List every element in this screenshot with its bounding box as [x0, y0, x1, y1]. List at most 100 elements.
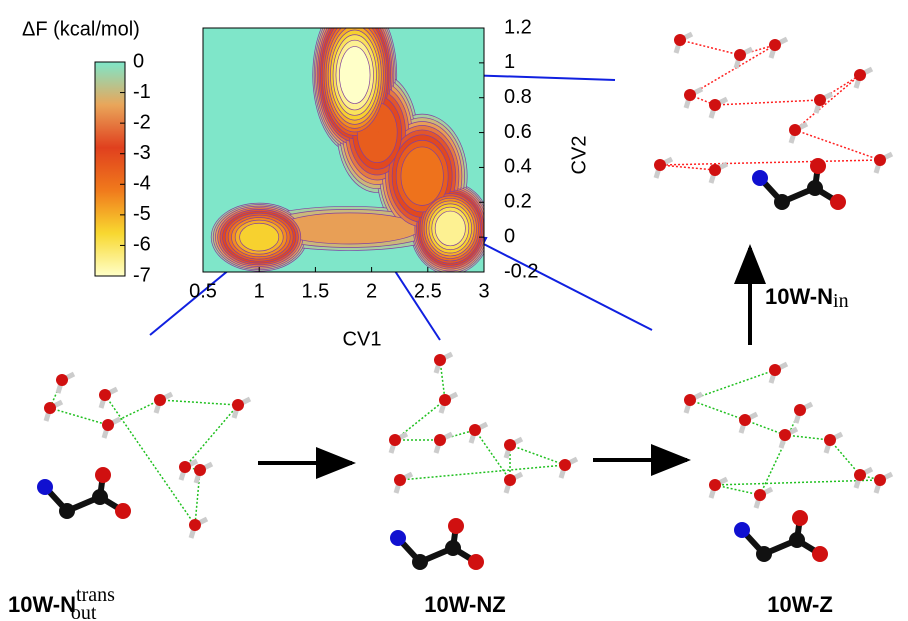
oxygen [504, 474, 516, 486]
oxygen [232, 399, 244, 411]
oxygen [99, 389, 111, 401]
oxygen [854, 69, 866, 81]
oxygen [448, 518, 464, 534]
structure-label: 10W-Ntransout [8, 584, 115, 621]
colorbar-tick-label: -7 [133, 264, 151, 286]
basin-minimum [258, 236, 261, 239]
oxygen [469, 424, 481, 436]
oxygen [824, 434, 836, 446]
h-bond [715, 100, 820, 105]
oxygen [874, 154, 886, 166]
h-bond [785, 435, 830, 440]
y-tick-label: -0.2 [504, 260, 538, 282]
nitrogen [734, 522, 750, 538]
oxygen [154, 394, 166, 406]
h-bond [830, 440, 860, 475]
carbon [59, 503, 75, 519]
x-tick-label: 2 [366, 280, 377, 302]
colorbar-tick-label: 0 [133, 50, 144, 72]
h-bond [715, 485, 760, 495]
oxygen [504, 439, 516, 451]
structure-label: 10W-Z [767, 592, 833, 617]
figure: ΔF (kcal/mol) CV1 CV2 10W-Ntransout 10W-… [0, 0, 908, 621]
label-base: 10W-N [8, 592, 76, 617]
oxygen [684, 89, 696, 101]
label-base: 10W-N [765, 284, 833, 309]
nitrogen [37, 479, 53, 495]
label-sub: in [833, 290, 849, 312]
oxygen [44, 402, 56, 414]
h-bond [690, 400, 745, 420]
colorbar-label: ΔF (kcal/mol) [22, 18, 140, 40]
oxygen [674, 34, 686, 46]
oxygen [559, 459, 571, 471]
nitrogen [752, 170, 768, 186]
oxygen [830, 194, 846, 210]
y-tick-label: 0.2 [504, 191, 532, 213]
h-bond [510, 445, 565, 465]
carbon [92, 489, 108, 505]
h-bond [760, 410, 800, 495]
oxygen [789, 124, 801, 136]
colorbar-tick-label: -1 [133, 81, 151, 103]
x-tick-label: 2.5 [414, 280, 442, 302]
oxygen [394, 474, 406, 486]
h-bond [660, 160, 880, 165]
oxygen [739, 414, 751, 426]
oxygen [439, 394, 451, 406]
oxygen [654, 159, 666, 171]
oxygen [684, 394, 696, 406]
basin-minimum [348, 227, 351, 230]
y-tick-label: 0.6 [504, 121, 532, 143]
h-bond [745, 420, 785, 435]
oxygen [874, 474, 886, 486]
x-tick-label: 1.5 [301, 280, 329, 302]
oxygen [709, 479, 721, 491]
carbon [789, 532, 805, 548]
y-tick-label: 1 [504, 51, 515, 73]
carbon [807, 180, 823, 196]
colorbar-tick-label: -5 [133, 203, 151, 225]
colorbar [95, 62, 125, 276]
h-bond [795, 130, 880, 160]
y-tick-label: 0.8 [504, 86, 532, 108]
oxygen [194, 464, 206, 476]
label-sub: out [71, 602, 97, 621]
basin-minimum [421, 175, 424, 178]
y-axis-label: CV2 [568, 136, 590, 175]
y-tick-label: 1.2 [504, 16, 532, 38]
structure-label: 10W-NZ [424, 592, 505, 617]
oxygen [812, 546, 828, 562]
h-bond [185, 405, 238, 467]
x-tick-label: 3 [478, 280, 489, 302]
oxygen [95, 467, 111, 483]
oxygen [56, 374, 68, 386]
oxygen [794, 404, 806, 416]
h-bond [50, 408, 108, 425]
oxygen [769, 39, 781, 51]
oxygen [709, 99, 721, 111]
carbon [756, 546, 772, 562]
oxygen [115, 503, 131, 519]
oxygen [434, 354, 446, 366]
oxygen [734, 49, 746, 61]
oxygen [434, 434, 446, 446]
colorbar-tick-label: -3 [133, 142, 151, 164]
h-bond [795, 75, 860, 130]
carbon [774, 194, 790, 210]
h-bond [660, 165, 715, 170]
oxygen [389, 434, 401, 446]
oxygen [179, 461, 191, 473]
oxygen [814, 94, 826, 106]
h-bond [680, 40, 740, 55]
colorbar-tick-label: -2 [133, 111, 151, 133]
basin-minimum [353, 74, 356, 77]
oxygen [102, 419, 114, 431]
basin-minimum [376, 131, 379, 134]
y-tick-label: 0.4 [504, 156, 532, 178]
colorbar-tick-label: -6 [133, 234, 151, 256]
oxygen [779, 429, 791, 441]
y-tick-label: 0 [504, 225, 515, 247]
carbon [412, 554, 428, 570]
basin-minimum [449, 227, 452, 230]
